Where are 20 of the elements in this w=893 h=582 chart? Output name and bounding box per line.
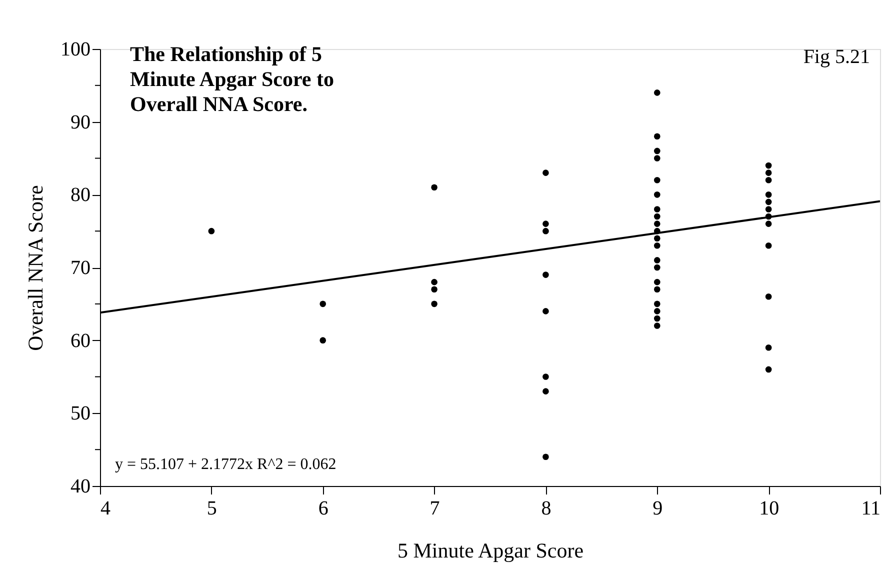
x-tick-label: 9 — [652, 498, 663, 520]
y-tick-label: 50 — [70, 402, 90, 425]
y-tick-label: 70 — [70, 257, 90, 279]
y-tick-label: 60 — [70, 330, 90, 352]
text: The Relationship of 5 Minute Apgar Score to Overall NNA Score. — [130, 42, 334, 116]
x-axis-title: 5 Minute Apgar Score — [397, 538, 584, 562]
y-tick-label: 80 — [70, 184, 90, 206]
y-tick-label: 100 — [60, 38, 90, 60]
x-tick-label: 5 — [206, 498, 217, 520]
x-tick-label: 4 — [100, 498, 110, 520]
y-axis-title: Overall NNA Score — [24, 185, 48, 351]
annotation: y = 55.107 + 2.1772x R^2 = 0.062 — [115, 456, 336, 473]
x-tick-label: 8 — [541, 498, 552, 520]
x-tick-label: 6 — [318, 498, 328, 520]
y-tick-label: 40 — [70, 476, 90, 498]
x-tick-label: 11 — [861, 498, 880, 520]
x-tick-label: 10 — [759, 498, 780, 520]
annotation: Fig 5.21 — [803, 46, 870, 68]
x-tick-label: 7 — [430, 498, 440, 520]
y-tick-label: 90 — [70, 111, 90, 134]
